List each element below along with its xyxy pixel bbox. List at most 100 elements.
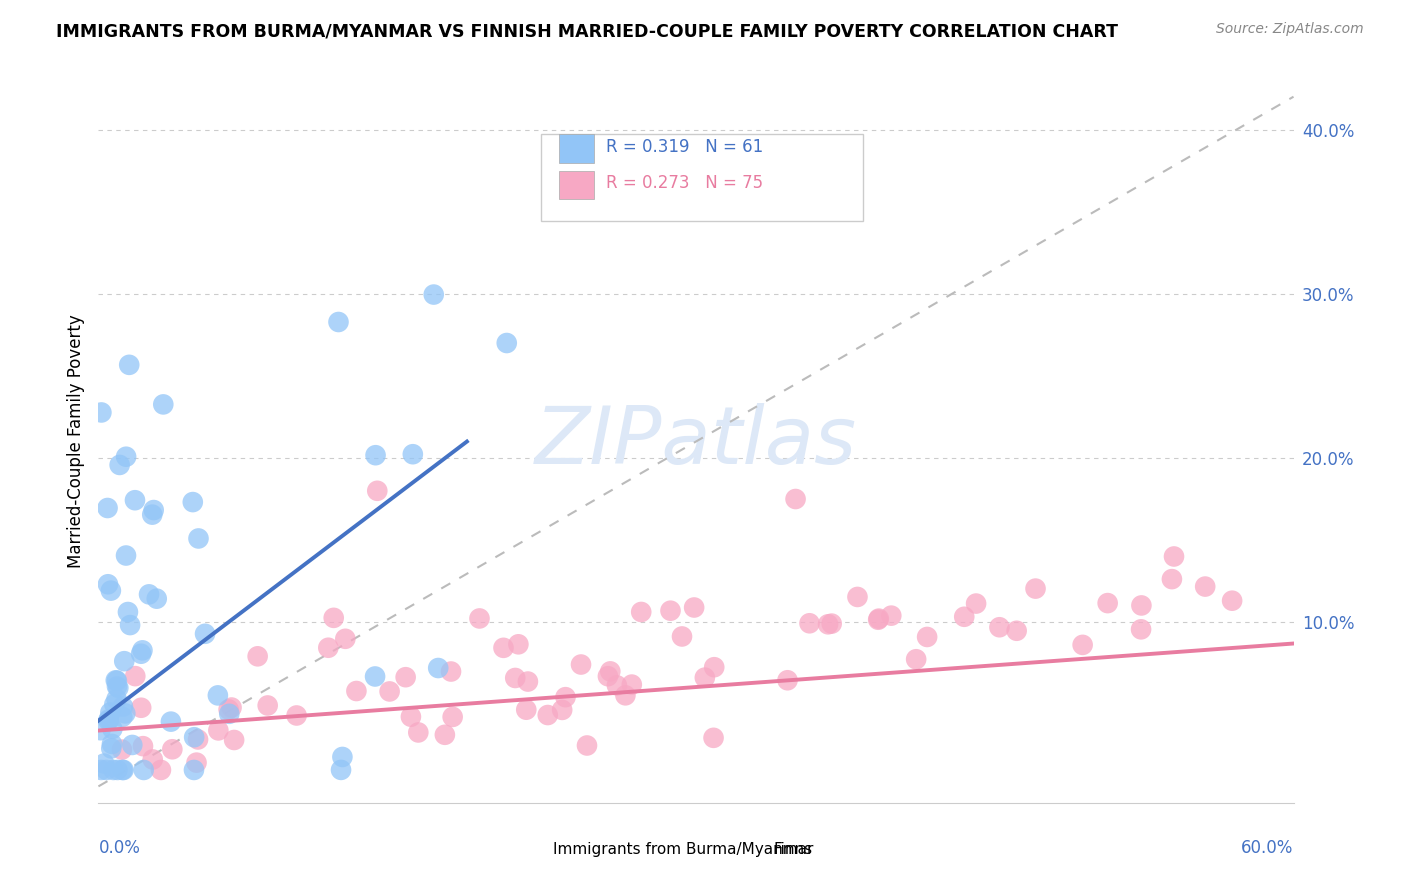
FancyBboxPatch shape xyxy=(733,838,768,861)
Point xyxy=(105,673,128,688)
Point xyxy=(105,680,128,694)
Point xyxy=(138,587,160,601)
Point xyxy=(683,600,706,615)
Point xyxy=(117,605,139,619)
Point xyxy=(183,763,205,777)
Point xyxy=(516,674,538,689)
FancyBboxPatch shape xyxy=(558,135,595,163)
Point xyxy=(120,618,142,632)
Point xyxy=(693,671,716,685)
Point xyxy=(332,750,354,764)
Point xyxy=(659,604,682,618)
Point xyxy=(111,699,134,714)
Point xyxy=(364,448,387,462)
Point xyxy=(868,613,890,627)
Point xyxy=(1097,596,1119,610)
Point xyxy=(614,689,637,703)
Point xyxy=(97,577,120,591)
FancyBboxPatch shape xyxy=(558,170,595,200)
Point xyxy=(703,731,725,745)
Point xyxy=(785,491,807,506)
Point xyxy=(1071,638,1094,652)
Point xyxy=(141,508,163,522)
Point xyxy=(433,728,456,742)
Point xyxy=(408,725,430,739)
Point xyxy=(551,703,574,717)
Point xyxy=(335,632,357,646)
Point xyxy=(142,752,165,766)
Point xyxy=(440,665,463,679)
Point xyxy=(606,678,628,692)
Point xyxy=(868,612,890,626)
FancyBboxPatch shape xyxy=(510,838,547,861)
Point xyxy=(115,549,138,563)
Point xyxy=(1005,624,1028,638)
Point xyxy=(1194,580,1216,594)
Point xyxy=(246,649,269,664)
Point xyxy=(187,732,209,747)
Point xyxy=(108,458,131,472)
Point xyxy=(149,763,172,777)
Point xyxy=(554,690,576,705)
Point xyxy=(776,673,799,688)
Point xyxy=(468,611,491,625)
Point xyxy=(96,501,118,516)
Point xyxy=(846,590,869,604)
Text: 60.0%: 60.0% xyxy=(1241,838,1294,857)
Point xyxy=(105,692,128,706)
Point xyxy=(599,665,621,679)
Point xyxy=(107,763,129,777)
Point xyxy=(160,714,183,729)
Point xyxy=(114,706,136,721)
Point xyxy=(152,397,174,411)
Point xyxy=(569,657,592,672)
Point xyxy=(441,710,464,724)
Point xyxy=(953,609,976,624)
Point xyxy=(93,756,115,771)
Point xyxy=(104,673,127,688)
FancyBboxPatch shape xyxy=(541,135,863,221)
Point xyxy=(1161,572,1184,586)
Point xyxy=(98,706,122,720)
Point xyxy=(344,684,367,698)
Point xyxy=(207,723,229,738)
Point xyxy=(162,742,184,756)
Point xyxy=(96,763,118,777)
Point xyxy=(671,630,693,644)
Point xyxy=(703,660,725,674)
Text: Finns: Finns xyxy=(773,842,813,857)
Point xyxy=(620,677,643,691)
Point xyxy=(364,669,387,683)
Text: IMMIGRANTS FROM BURMA/MYANMAR VS FINNISH MARRIED-COUPLE FAMILY POVERTY CORRELATI: IMMIGRANTS FROM BURMA/MYANMAR VS FINNISH… xyxy=(56,22,1118,40)
Text: R = 0.273   N = 75: R = 0.273 N = 75 xyxy=(606,174,763,192)
Point xyxy=(256,698,278,713)
Point xyxy=(330,763,353,777)
Point xyxy=(145,591,167,606)
Point xyxy=(575,739,598,753)
Point xyxy=(596,669,619,683)
Point xyxy=(186,756,208,770)
Y-axis label: Married-Couple Family Poverty: Married-Couple Family Poverty xyxy=(66,315,84,568)
Point xyxy=(124,493,146,508)
Point xyxy=(111,710,134,724)
Point xyxy=(207,689,229,703)
Point xyxy=(905,652,928,666)
Text: Immigrants from Burma/Myanmar: Immigrants from Burma/Myanmar xyxy=(553,842,813,857)
Point xyxy=(89,723,111,738)
Point xyxy=(97,713,120,727)
Point xyxy=(508,637,530,651)
Point xyxy=(101,722,124,736)
Text: Source: ZipAtlas.com: Source: ZipAtlas.com xyxy=(1216,22,1364,37)
Point xyxy=(630,605,652,619)
Point xyxy=(111,763,134,777)
Point xyxy=(880,608,903,623)
Point xyxy=(131,643,153,657)
Point xyxy=(224,733,246,747)
Point xyxy=(100,583,122,598)
Point xyxy=(132,763,155,777)
Point xyxy=(111,742,134,756)
Point xyxy=(965,597,987,611)
Point xyxy=(101,737,124,751)
Point xyxy=(103,763,125,777)
Point xyxy=(378,684,401,698)
